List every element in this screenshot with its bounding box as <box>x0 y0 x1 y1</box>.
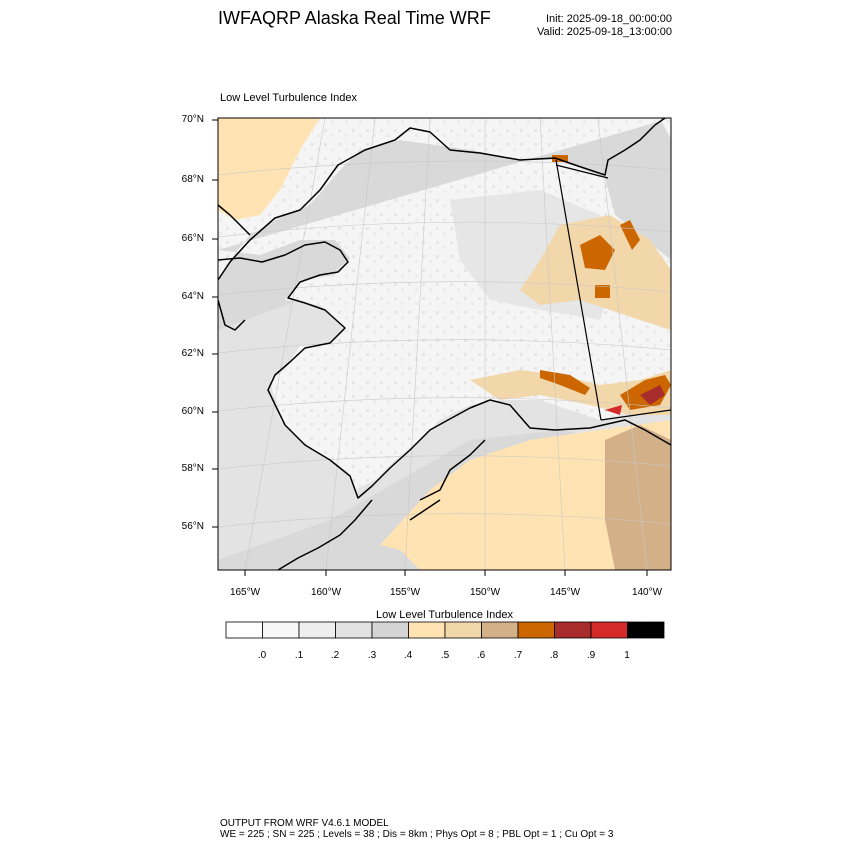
colorbar-label: .0 <box>257 650 267 661</box>
lon-label: 155°W <box>389 587 421 598</box>
lon-label: 165°W <box>229 587 261 598</box>
hotspot-yukon-3 <box>595 285 610 298</box>
lon-label: 140°W <box>631 587 663 598</box>
gulf-tan <box>380 420 671 570</box>
colorbar-label: .3 <box>367 650 377 661</box>
lat-label: 68°N <box>181 174 204 185</box>
lat-label: 62°N <box>181 348 204 359</box>
colorbar-swatch <box>335 621 373 639</box>
colorbar-swatch <box>408 621 446 639</box>
colorbar <box>225 621 665 639</box>
graticule <box>218 118 671 570</box>
lon-label: 145°W <box>549 587 581 598</box>
colorbar-label: .7 <box>513 650 523 661</box>
colorbar-label: .8 <box>549 650 559 661</box>
colorbar-swatch <box>590 621 628 639</box>
page-title: IWFAQRP Alaska Real Time WRF <box>218 8 491 28</box>
lat-label: 58°N <box>181 463 204 474</box>
colorbar-label: .2 <box>330 650 340 661</box>
nw-tan <box>218 118 320 220</box>
hotspot-east-red <box>640 385 665 405</box>
lat-label: 56°N <box>181 521 204 532</box>
colorbar-swatch <box>225 621 263 639</box>
colorbar-swatch <box>371 621 409 639</box>
lat-label: 66°N <box>181 233 204 244</box>
border <box>555 159 671 421</box>
footer-model: OUTPUT FROM WRF V4.6.1 MODEL <box>220 818 389 829</box>
colorbar-swatch <box>554 621 592 639</box>
hotspot-yukon <box>580 235 615 270</box>
colorbar-label: .9 <box>586 650 596 661</box>
colorbar-label: .4 <box>403 650 413 661</box>
init-time: Init: 2025-09-18_00:00:00 <box>546 13 672 25</box>
valid-time: Valid: 2025-09-18_13:00:00 <box>537 26 672 38</box>
colorbar-label: .6 <box>476 650 486 661</box>
colorbar-swatch <box>627 621 665 639</box>
hotspot-east-red-2 <box>605 405 622 415</box>
colorbar-swatch <box>517 621 555 639</box>
colorbar-swatch <box>481 621 519 639</box>
ticks <box>212 119 648 576</box>
colorbar-label: .5 <box>440 650 450 661</box>
gulf-tan-dark <box>605 425 671 570</box>
colorbar-swatch <box>298 621 336 639</box>
lat-label: 64°N <box>181 291 204 302</box>
lat-label: 70°N <box>181 114 204 125</box>
map-frame <box>217 117 672 571</box>
footer-config: WE = 225 ; SN = 225 ; Levels = 38 ; Dis … <box>220 829 614 840</box>
hotspot-yukon-2 <box>620 220 640 250</box>
colorbar-title: Low Level Turbulence Index <box>376 609 513 621</box>
hotspot-range <box>540 370 590 395</box>
lon-label: 150°W <box>469 587 501 598</box>
panel-title: Low Level Turbulence Index <box>220 92 357 104</box>
colorbar-label: .1 <box>294 650 304 661</box>
colorbar-label: 1 <box>624 650 630 661</box>
lon-label: 160°W <box>310 587 342 598</box>
colorbar-swatch <box>444 621 482 639</box>
colorbar-swatch <box>262 621 300 639</box>
coastlines <box>218 118 671 570</box>
lat-label: 60°N <box>181 406 204 417</box>
